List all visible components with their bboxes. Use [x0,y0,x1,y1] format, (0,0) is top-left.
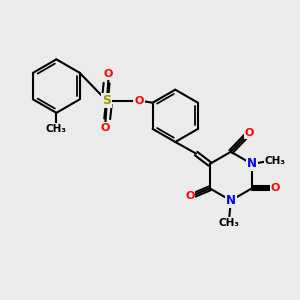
Text: S: S [102,94,111,107]
Text: N: N [247,158,257,170]
Text: O: O [271,183,280,193]
Text: O: O [185,191,194,201]
Text: O: O [244,128,254,138]
Text: CH₃: CH₃ [46,124,67,134]
Text: N: N [226,194,236,207]
Text: O: O [104,69,113,79]
Text: CH₃: CH₃ [264,156,285,166]
Text: CH₃: CH₃ [219,218,240,228]
Text: O: O [134,96,144,106]
Text: O: O [101,123,110,133]
